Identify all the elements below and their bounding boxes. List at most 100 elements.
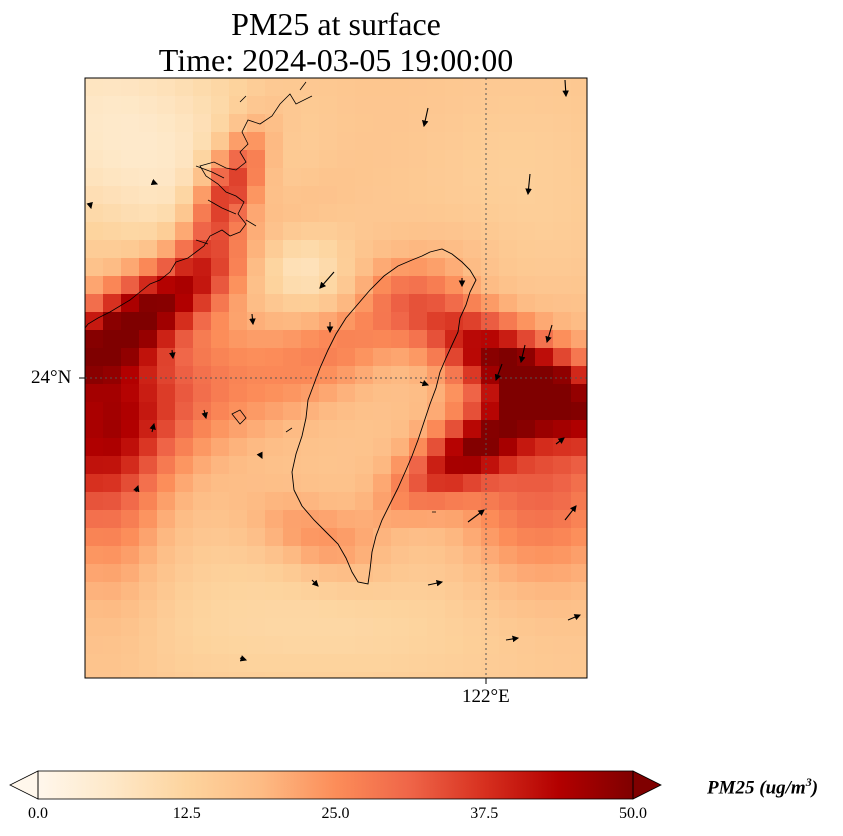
field-cell (445, 600, 464, 619)
field-cell (301, 636, 320, 655)
field-cell (427, 204, 446, 223)
field-cell (481, 186, 500, 205)
field-cell (391, 204, 410, 223)
field-cell (247, 492, 266, 511)
field-cell (553, 564, 572, 583)
field-cell (85, 348, 104, 367)
field-cell (337, 150, 356, 169)
field-cell (265, 546, 284, 565)
field-cell (355, 96, 374, 115)
field-cell (409, 330, 428, 349)
field-cell (157, 240, 176, 259)
field-cell (139, 168, 158, 187)
field-cell (355, 438, 374, 457)
field-cell (301, 222, 320, 241)
field-cell (427, 330, 446, 349)
field-cell (319, 78, 338, 97)
field-cell (337, 384, 356, 403)
field-cell (373, 384, 392, 403)
field-cell (553, 312, 572, 331)
field-cell (517, 600, 536, 619)
field-cell (445, 114, 464, 133)
field-cell (409, 204, 428, 223)
map-title: PM25 at surface (231, 6, 441, 42)
field-cell (553, 258, 572, 277)
field-cell (121, 528, 140, 547)
field-cell (409, 528, 428, 547)
field-cell (157, 186, 176, 205)
field-cell (283, 78, 302, 97)
field-cell (175, 348, 194, 367)
field-cell (517, 258, 536, 277)
field-cell (85, 492, 104, 511)
field-cell (157, 150, 176, 169)
field-cell (139, 546, 158, 565)
field-cell (193, 528, 212, 547)
field-cell (139, 384, 158, 403)
field-cell (553, 96, 572, 115)
field-cell (373, 96, 392, 115)
field-cell (157, 114, 176, 133)
field-cell (85, 258, 104, 277)
field-cell (193, 618, 212, 637)
field-cell (427, 474, 446, 493)
field-cell (193, 78, 212, 97)
field-cell (283, 258, 302, 277)
field-cell (571, 438, 587, 457)
field-cell (409, 294, 428, 313)
field-cell (319, 114, 338, 133)
field-cell (355, 240, 374, 259)
field-cell (211, 672, 230, 678)
field-cell (337, 474, 356, 493)
field-cell (481, 330, 500, 349)
field-cell (337, 600, 356, 619)
field-cell (373, 114, 392, 133)
field-cell (247, 96, 266, 115)
field-cell (301, 132, 320, 151)
field-cell (391, 276, 410, 295)
field-cell (121, 96, 140, 115)
field-cell (103, 672, 122, 678)
field-cell (553, 600, 572, 619)
field-cell (157, 492, 176, 511)
field-cell (157, 636, 176, 655)
field-cell (157, 672, 176, 678)
field-cell (265, 132, 284, 151)
field-cell (337, 618, 356, 637)
field-cell (355, 672, 374, 678)
field-cell (499, 582, 518, 601)
field-cell (85, 600, 104, 619)
field-cell (481, 384, 500, 403)
field-cell (103, 582, 122, 601)
field-cell (103, 204, 122, 223)
field-cell (553, 366, 572, 385)
field-cell (535, 636, 554, 655)
field-cell (301, 312, 320, 331)
field-cell (463, 546, 482, 565)
field-cell (391, 78, 410, 97)
field-cell (427, 78, 446, 97)
field-cell (391, 528, 410, 547)
field-cell (229, 492, 248, 511)
field-cell (247, 150, 266, 169)
field-cell (139, 600, 158, 619)
field-cell (229, 510, 248, 529)
field-cell (499, 78, 518, 97)
field-cell (409, 492, 428, 511)
field-cell (517, 240, 536, 259)
field-cell (355, 420, 374, 439)
field-cell (265, 420, 284, 439)
field-cell (373, 618, 392, 637)
field-cell (445, 240, 464, 259)
field-cell (229, 366, 248, 385)
field-cell (229, 168, 248, 187)
field-cell (193, 222, 212, 241)
field-cell (463, 438, 482, 457)
field-cell (175, 186, 194, 205)
field-cell (517, 168, 536, 187)
field-cell (265, 636, 284, 655)
field-cell (499, 222, 518, 241)
field-cell (391, 402, 410, 421)
field-cell (409, 114, 428, 133)
field-cell (175, 546, 194, 565)
